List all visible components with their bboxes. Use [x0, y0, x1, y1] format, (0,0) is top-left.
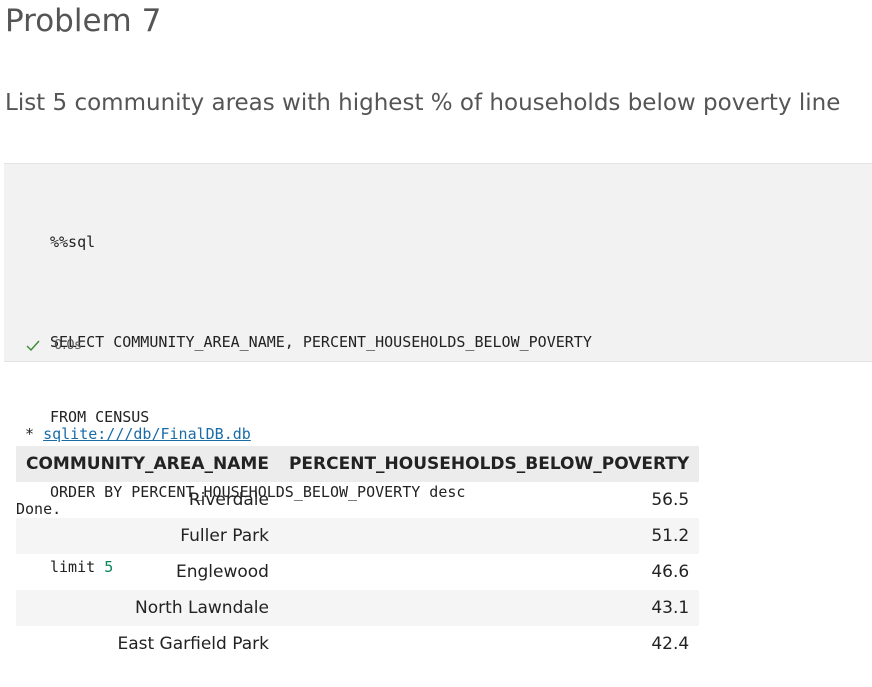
column-header: PERCENT_HOUSEHOLDS_BELOW_POVERTY: [278, 446, 700, 482]
prefix: *: [25, 425, 35, 443]
code-line: limit 5: [50, 555, 592, 580]
table-body: Riverdale 56.5 Fuller Park 51.2 Englewood 46.…: [16, 482, 700, 662]
code-editor[interactable]: %%sql SELECT COMMUNITY_AREA_NAME, PERCEN…: [50, 180, 592, 630]
output: * sqlite:///db/FinalDB.db Done.: [16, 372, 251, 547]
keyword: limit: [50, 558, 96, 576]
area-name: East Garfield Park: [117, 634, 269, 654]
poverty-percent: 46.6: [651, 562, 690, 582]
column-header: COMMUNITY_AREA_NAME: [16, 446, 279, 482]
title: Problem 7: [5, 3, 162, 39]
subtitle: List 5 community areas with highest % of…: [5, 90, 841, 116]
db-link[interactable]: sqlite:///db/FinalDB.db: [43, 425, 251, 443]
exec-time: 0.0s: [54, 338, 82, 353]
poverty-percent: 43.1: [278, 590, 700, 626]
table-row: Fuller Park 51.2: [16, 518, 700, 554]
area-name: North Lawndale: [16, 590, 279, 626]
area-name: Riverdale: [188, 490, 269, 510]
header-row: COMMUNITY_AREA_NAME PERCENT_HOUSEHOLDS_B…: [16, 446, 700, 482]
table-row: North Lawndale 43.1: [16, 590, 700, 626]
code-line: FROM CENSUS: [50, 408, 150, 426]
table-row: Riverdale 56.5: [16, 482, 699, 518]
poverty-percent: 42.4: [651, 634, 690, 654]
poverty-percent: 51.2: [278, 518, 700, 554]
table-row: Englewood 46.6: [16, 554, 699, 590]
area-name: Englewood: [175, 562, 269, 582]
code-line: ORDER BY PERCENT_HOUSEHOLDS_BELOW_POVERT…: [50, 483, 466, 501]
output-line: * sqlite:///db/FinalDB.db: [16, 422, 251, 447]
code-line: SELECT COMMUNITY_AREA_NAME, PERCENT_HOUS…: [50, 333, 592, 351]
area-name: Fuller Park: [16, 518, 279, 554]
table-row: East Garfield Park 42.4: [16, 626, 699, 662]
code-cell[interactable]: %%sql SELECT COMMUNITY_AREA_NAME, PERCEN…: [4, 163, 872, 576]
code-line: %%sql: [50, 233, 96, 251]
cell-status: 0.0s: [26, 338, 81, 353]
poverty-percent: 56.5: [651, 490, 690, 510]
check-icon: [26, 340, 40, 351]
result-table: COMMUNITY_AREA_NAME PERCENT_HOUSEHOLDS_B…: [16, 446, 700, 662]
output-message: Done.: [16, 500, 62, 518]
number: 5: [104, 558, 114, 576]
